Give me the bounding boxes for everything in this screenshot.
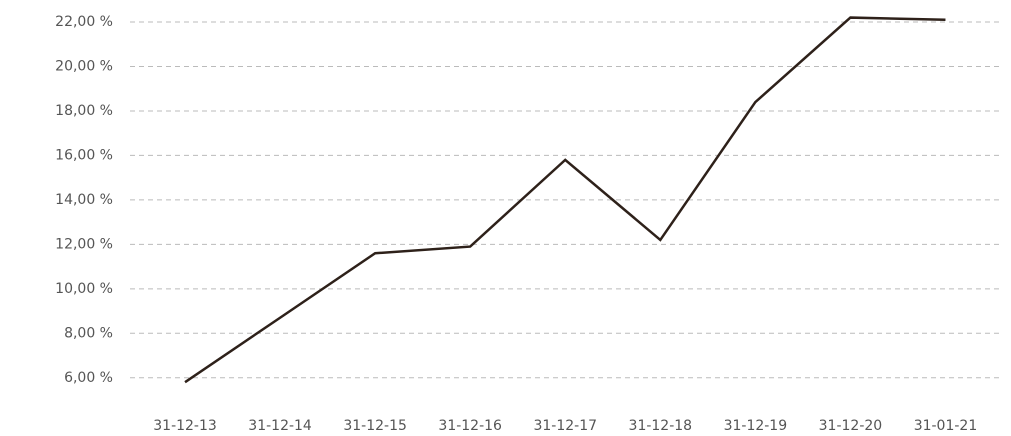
y-tick-label: 14,00 % (55, 192, 113, 208)
y-tick-label: 10,00 % (55, 281, 113, 297)
y-tick-label: 8,00 % (64, 325, 113, 341)
y-tick-label: 18,00 % (55, 103, 113, 119)
x-tick-label: 31-01-21 (914, 418, 978, 434)
y-tick-label: 16,00 % (55, 147, 113, 163)
x-tick-label: 31-12-20 (819, 418, 883, 434)
line (184, 16, 946, 384)
y-tick-label: 22,00 % (55, 14, 113, 30)
x-tick-label: 31-12-17 (533, 418, 597, 434)
x-tick-label: 31-12-18 (629, 418, 693, 434)
y-tick-label: 6,00 % (64, 370, 113, 386)
x-tick-label: 31-12-14 (248, 418, 312, 434)
y-tick-label: 20,00 % (55, 58, 113, 74)
y-tick-label: 12,00 % (55, 236, 113, 252)
x-tick-label: 31-12-13 (153, 418, 217, 434)
x-tick-label: 31-12-15 (343, 418, 407, 434)
x-tick-label: 31-12-19 (724, 418, 788, 434)
x-tick-label: 31-12-16 (438, 418, 502, 434)
